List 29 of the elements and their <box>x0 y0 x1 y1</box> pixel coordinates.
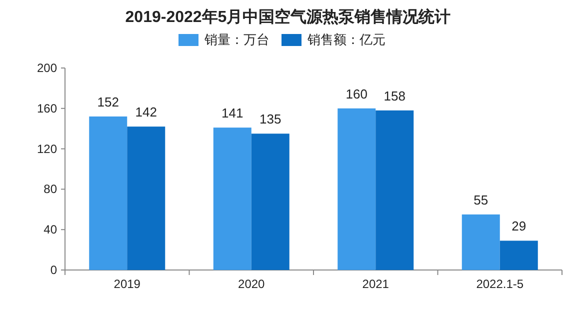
data-label: 142 <box>135 104 157 120</box>
data-label: 135 <box>260 112 282 127</box>
bar <box>376 110 414 270</box>
data-label: 55 <box>474 192 488 208</box>
bar <box>89 116 128 270</box>
y-tick-label: 0 <box>50 263 58 277</box>
data-label: 152 <box>97 94 119 110</box>
y-tick-label: 200 <box>36 61 58 75</box>
chart-title: 2019-2022年5月中国空气源热泵销售情况统计 <box>125 8 451 26</box>
bar <box>500 240 538 270</box>
x-tick-label: 2021 <box>362 277 390 291</box>
data-label: 29 <box>512 218 526 234</box>
bar <box>462 214 500 270</box>
bar <box>338 108 376 270</box>
x-tick-label: 2019 <box>114 277 141 291</box>
data-label: 160 <box>346 86 368 102</box>
legend-label: 销售额：亿元 <box>306 32 386 47</box>
y-tick-label: 160 <box>36 101 58 116</box>
data-label: 141 <box>222 106 244 121</box>
data-label: 158 <box>384 88 406 104</box>
legend-label: 销量：万台 <box>204 32 270 47</box>
y-tick-label: 120 <box>36 142 58 156</box>
bar <box>251 134 290 270</box>
y-tick-label: 40 <box>44 222 58 237</box>
bar <box>127 126 166 270</box>
x-tick-label: 2020 <box>238 277 266 291</box>
bar <box>213 128 252 270</box>
y-tick-label: 80 <box>44 182 58 196</box>
x-tick-label: 2022.1-5 <box>476 277 524 291</box>
